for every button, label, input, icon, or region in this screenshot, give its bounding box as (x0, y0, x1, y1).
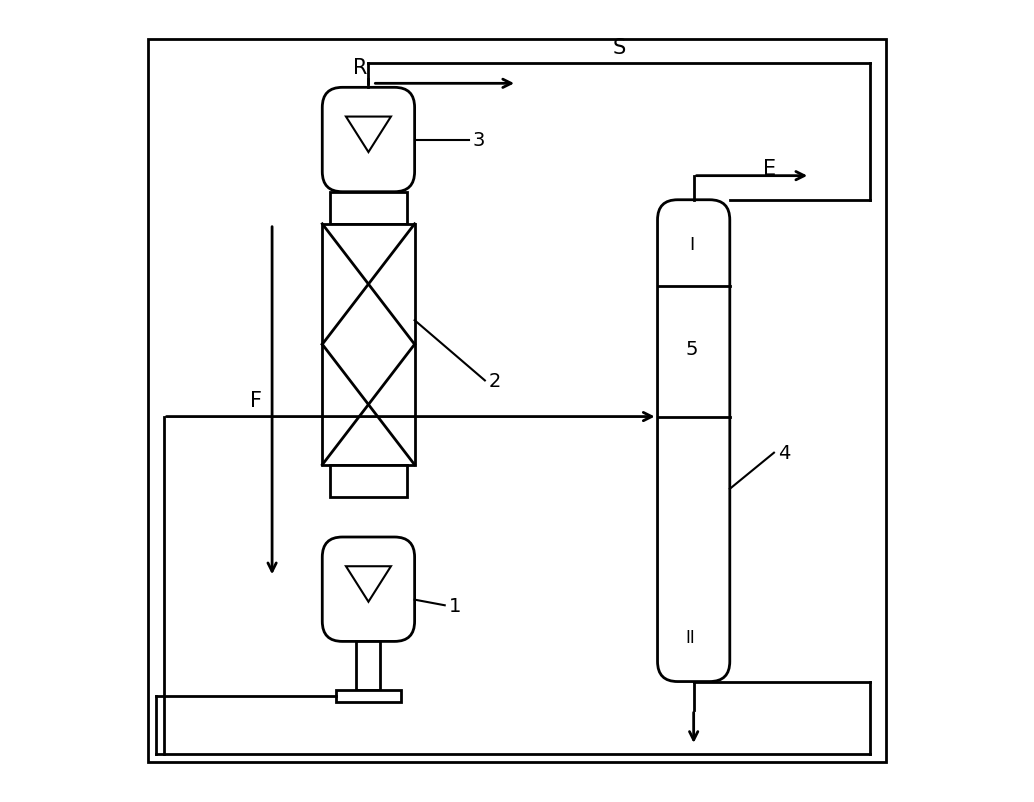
Text: 5: 5 (686, 339, 698, 358)
Bar (330, 192, 406, 225)
FancyBboxPatch shape (658, 200, 730, 682)
Bar (323, 225, 415, 465)
Text: E: E (763, 159, 777, 178)
FancyBboxPatch shape (148, 40, 886, 762)
Text: 3: 3 (473, 131, 485, 150)
Text: F: F (250, 391, 262, 411)
FancyBboxPatch shape (323, 537, 415, 642)
Text: I: I (690, 236, 695, 253)
Bar (330, 465, 406, 497)
Text: S: S (613, 38, 626, 58)
Text: 4: 4 (778, 444, 790, 463)
Text: II: II (686, 629, 695, 646)
Text: 2: 2 (489, 371, 501, 391)
FancyBboxPatch shape (323, 88, 415, 192)
Bar (336, 690, 400, 702)
Text: R: R (354, 59, 368, 78)
Bar (357, 642, 381, 690)
Text: 1: 1 (449, 596, 461, 615)
